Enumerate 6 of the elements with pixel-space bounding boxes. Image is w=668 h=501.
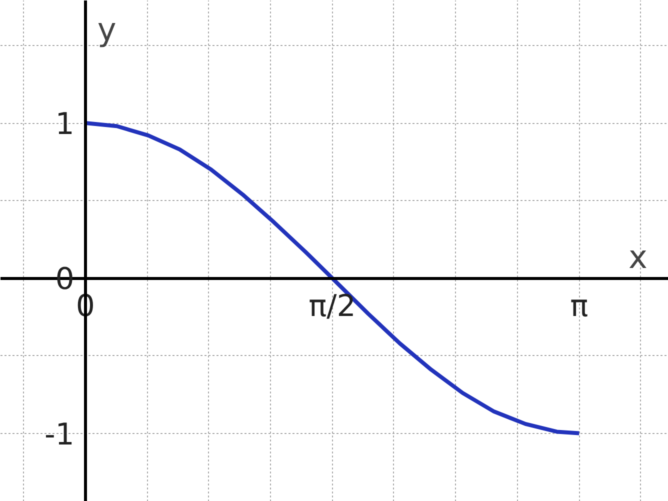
- x-tick-label: π/2: [308, 289, 356, 324]
- x-axis-title: x: [628, 238, 648, 276]
- y-axis-title: y: [97, 10, 116, 48]
- x-tick-label: π: [570, 289, 588, 324]
- y-tick-label: -1: [44, 417, 74, 452]
- y-tick-label: 1: [55, 107, 74, 142]
